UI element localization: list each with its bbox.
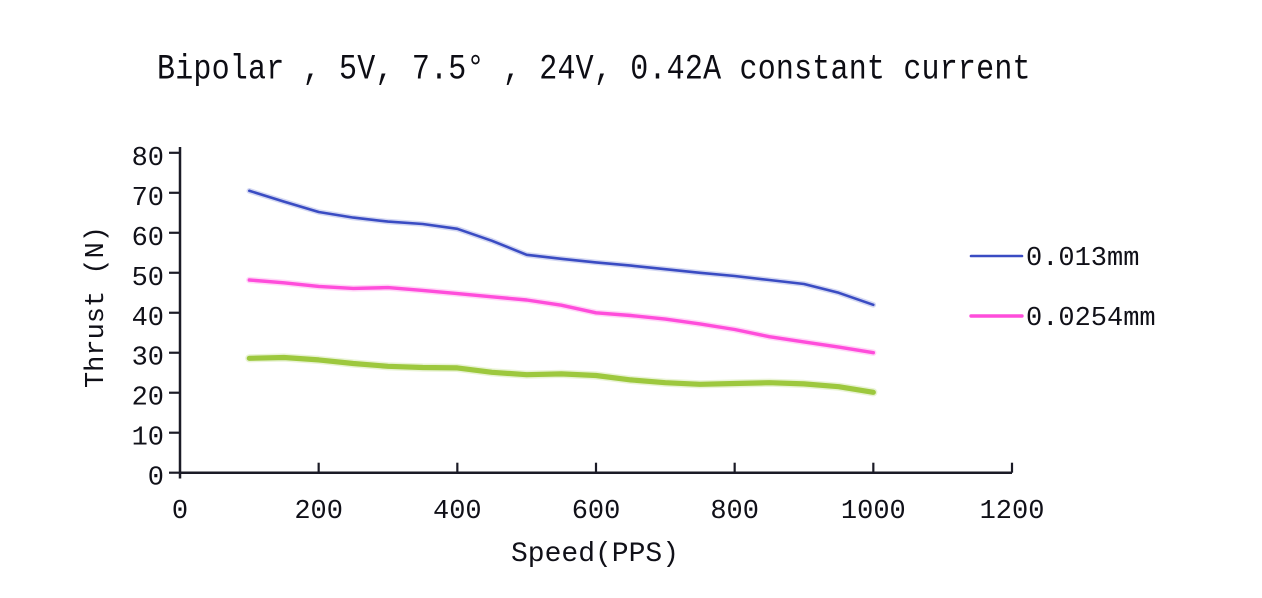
y-tick-label: 70 (132, 184, 164, 214)
series-line-2 (246, 354, 876, 395)
y-axis-label: Thrust (N) (82, 226, 112, 388)
series-halo-1 (246, 276, 877, 356)
x-tick-label: 600 (572, 497, 621, 527)
y-tick-label: 60 (132, 224, 164, 254)
legend-label-0: 0.013mm (1026, 244, 1139, 274)
series-line-1 (247, 278, 875, 355)
legend-label-1: 0.0254mm (1026, 304, 1156, 334)
x-tick-label: 800 (710, 497, 759, 527)
y-tick-label: 50 (132, 264, 164, 294)
y-tick-label: 0 (148, 464, 164, 494)
x-tick-label: 1200 (980, 497, 1045, 527)
y-tick-label: 80 (132, 144, 164, 174)
x-tick-label: 400 (433, 497, 482, 527)
x-tick-label: 1000 (841, 497, 906, 527)
chart-title: Bipolar , 5V, 7.5° , 24V, 0.42A constant… (157, 50, 1031, 91)
y-tick-label: 10 (132, 424, 164, 454)
x-tick-label: 200 (294, 497, 343, 527)
y-tick-label: 40 (132, 304, 164, 334)
x-axis-label: Speed(PPS) (511, 539, 679, 570)
y-tick-label: 30 (132, 344, 164, 374)
x-tick-label: 0 (172, 497, 188, 527)
series-line-0 (248, 189, 875, 307)
y-tick-label: 20 (132, 384, 164, 414)
